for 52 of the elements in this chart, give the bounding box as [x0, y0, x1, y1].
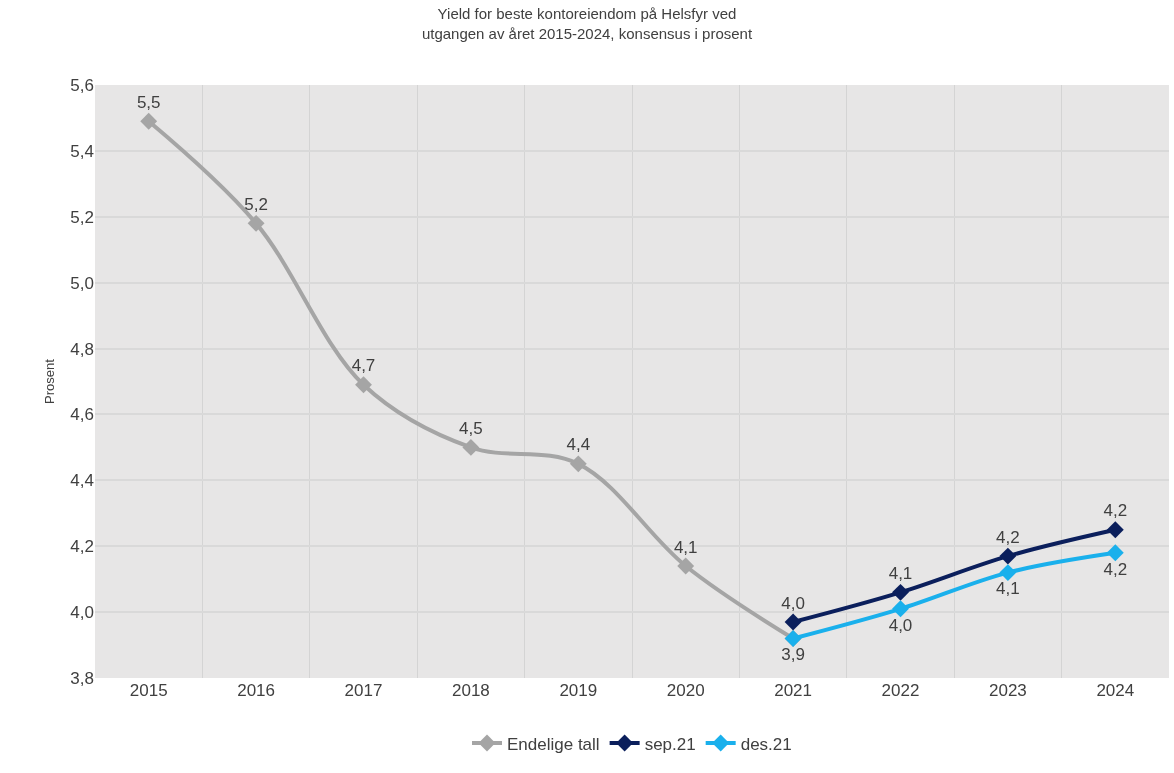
point	[355, 376, 372, 394]
y-tick-label: 4,2	[70, 537, 94, 557]
x-tick-label: 2019	[559, 681, 598, 700]
y-tick-label: 5,2	[70, 207, 94, 227]
chart-title: Yield for beste kontoreiendom på Helsfyr ved utgangen av året 2015-2024, konsensus i prosent	[421, 5, 753, 42]
y-tick-label: 4,4	[70, 471, 94, 491]
data-label: 4,0	[781, 593, 805, 613]
data-label: 5,2	[244, 194, 268, 214]
x-tick-label: 2018	[451, 681, 490, 700]
data-label: 4,5	[459, 419, 483, 439]
legend-label: sep.21	[644, 734, 696, 754]
y-tick-label: 4,0	[70, 603, 94, 623]
data-label: 4,2	[1103, 559, 1128, 579]
data-label: 4,0	[888, 615, 913, 635]
point	[784, 613, 802, 631]
data-label: 4,4	[566, 435, 591, 455]
data-label: 4,1	[996, 579, 1020, 599]
y-tick-label: 3,8	[70, 668, 94, 688]
data-label: 5,5	[136, 92, 161, 112]
y-tick-label: 4,8	[70, 339, 94, 359]
data-label: 3,9	[781, 645, 805, 665]
y-tick-label: 4,6	[70, 405, 94, 425]
x-tick-label: 2015	[129, 681, 168, 700]
point	[892, 583, 909, 601]
point	[999, 564, 1017, 582]
y-tick-label: 5,6	[70, 75, 94, 95]
x-tick-label: 2017	[344, 681, 383, 700]
x-tick-label: 2016	[237, 681, 276, 700]
data-label: 4,2	[996, 527, 1020, 547]
data-label: 4,7	[351, 356, 376, 376]
legend-label: des.21	[740, 734, 792, 754]
point	[569, 455, 587, 473]
x-tick-label: 2020	[666, 681, 705, 700]
x-tick-label: 2023	[988, 681, 1027, 700]
point	[1106, 544, 1124, 562]
point	[1106, 521, 1124, 539]
legend-label: Endelige tall	[507, 734, 600, 754]
point	[462, 438, 480, 456]
x-tick-label: 2021	[774, 681, 813, 700]
y-tick-label: 5,0	[70, 273, 94, 293]
point	[892, 600, 909, 618]
point	[140, 112, 158, 130]
point	[999, 547, 1017, 565]
x-tick-label: 2024	[1096, 681, 1135, 700]
data-label: 4,1	[673, 537, 698, 557]
x-tick-label: 2022	[881, 681, 920, 700]
y-tick-label: 5,4	[70, 141, 94, 161]
data-label: 4,2	[1103, 501, 1128, 521]
y-axis-title: Prosent	[42, 358, 58, 404]
point	[677, 557, 695, 575]
data-label: 4,1	[888, 563, 913, 583]
point	[247, 214, 265, 232]
